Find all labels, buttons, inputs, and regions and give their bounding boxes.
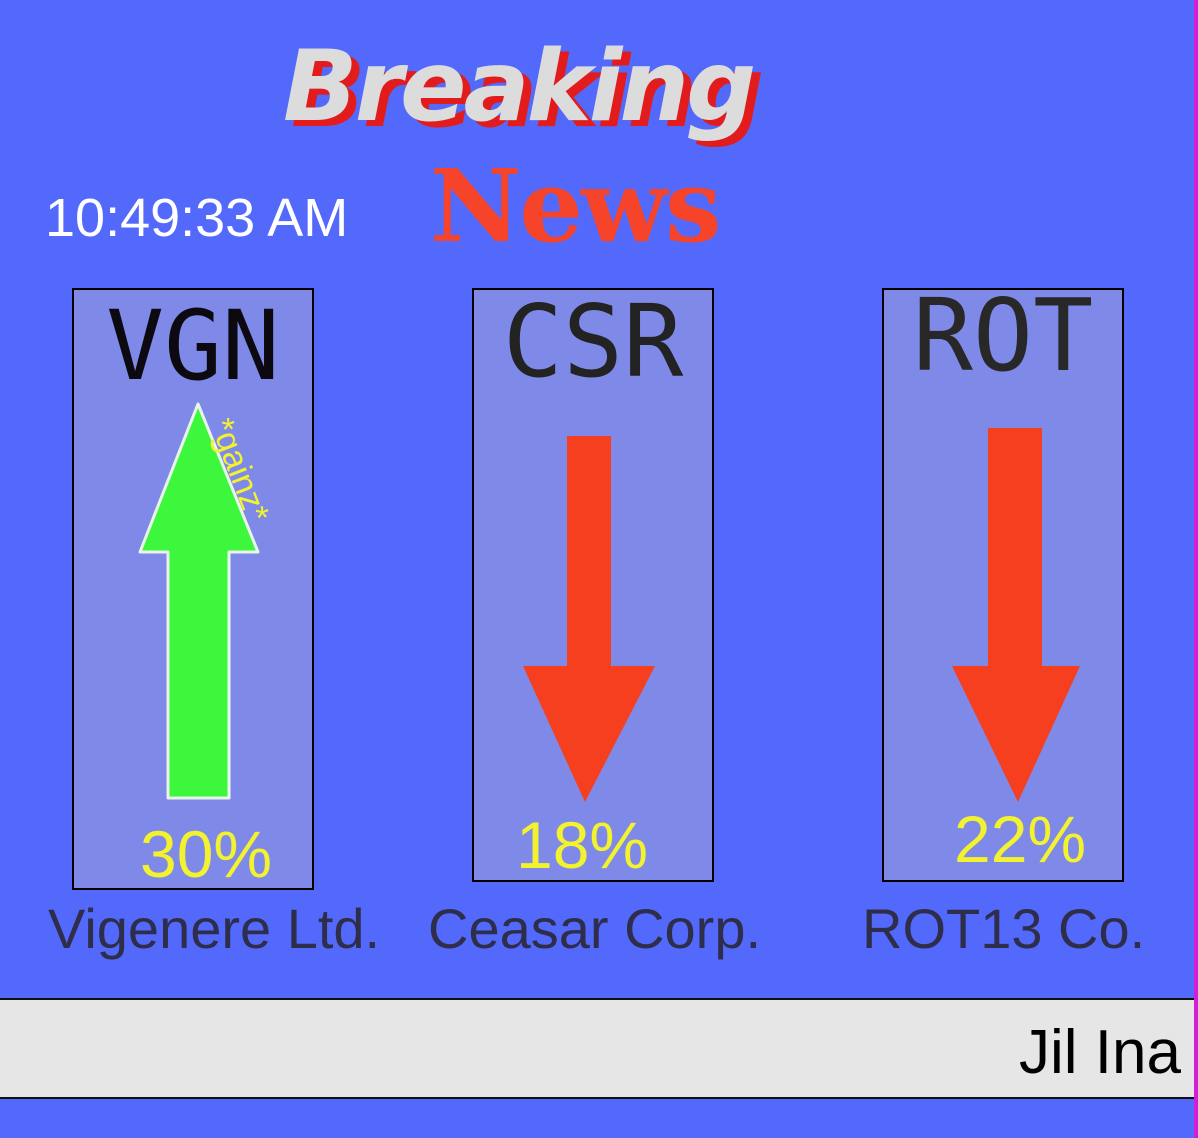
headline-news: News: [430, 147, 721, 265]
arrow-down-icon: [523, 436, 655, 802]
stock-ticker: VGN: [106, 290, 280, 402]
company-name-rot13: ROT13 Co.: [862, 897, 1146, 960]
stock-card-csr: CSR 18%: [472, 288, 714, 882]
stock-card-rot: ROT 22%: [882, 277, 1124, 882]
company-name-vigenere: Vigenere Ltd.: [48, 897, 381, 960]
news-ticker-text: Jil Ina: [1019, 1018, 1181, 1087]
stock-card-vgn: VGN 30%: [72, 288, 314, 890]
stock-ticker: ROT: [912, 277, 1094, 394]
stock-ticker: CSR: [502, 283, 684, 400]
headline-breaking: Breaking: [283, 30, 756, 144]
company-name-ceasar: Ceasar Corp.: [428, 897, 762, 960]
window-right-edge: [1194, 0, 1198, 1138]
stock-change: 30%: [140, 817, 273, 891]
clock: 10:49:33 AM: [45, 188, 349, 248]
arrow-up-icon: [138, 402, 260, 800]
news-ticker-bar: Jil Ina: [0, 998, 1194, 1099]
arrow-down-icon: [952, 428, 1080, 802]
stock-change: 22%: [954, 802, 1087, 876]
stock-change: 18%: [516, 808, 649, 882]
